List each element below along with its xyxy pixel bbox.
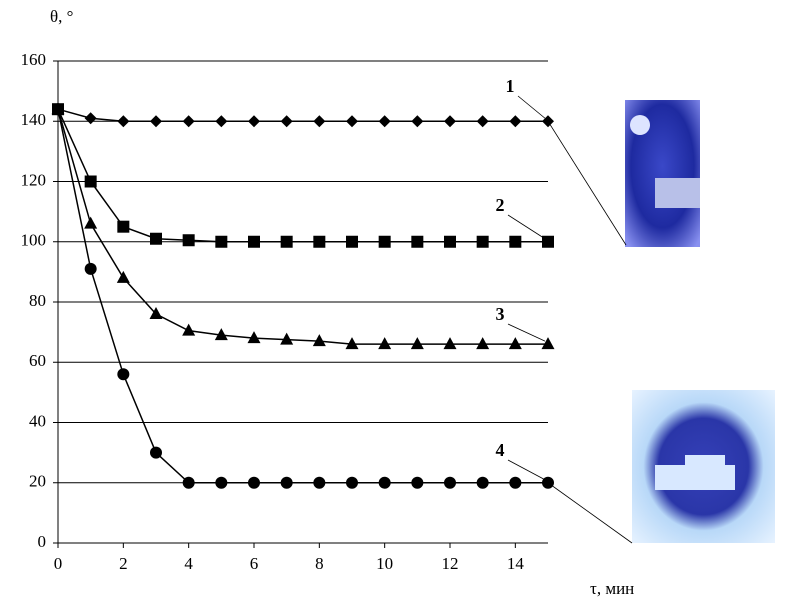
x-tick-label: 0	[54, 554, 63, 573]
marker	[84, 216, 98, 229]
series-label: 4	[496, 440, 505, 460]
y-tick-label: 40	[29, 411, 46, 430]
marker	[182, 115, 195, 128]
x-axis-label: τ, мин	[590, 579, 634, 598]
marker	[378, 476, 391, 489]
marker	[280, 332, 294, 345]
label-leader	[507, 459, 546, 481]
marker	[182, 323, 196, 336]
photo-2	[632, 390, 775, 543]
marker	[182, 234, 195, 247]
label-leader	[507, 323, 546, 342]
marker	[280, 115, 293, 128]
marker	[313, 235, 326, 248]
y-axis-label: θ, °	[50, 7, 73, 26]
marker	[149, 307, 163, 320]
marker	[378, 337, 392, 350]
marker	[378, 115, 391, 128]
photo-leader	[547, 121, 627, 246]
marker	[150, 115, 162, 128]
y-tick-label: 0	[38, 532, 47, 551]
x-tick-label: 8	[315, 554, 324, 573]
marker	[215, 235, 228, 248]
x-tick-label: 2	[119, 554, 128, 573]
photo-1	[625, 100, 700, 247]
marker	[280, 235, 293, 248]
marker	[117, 115, 130, 128]
series-line	[57, 108, 548, 345]
series-label: 2	[496, 195, 505, 215]
marker	[215, 476, 228, 489]
marker	[116, 270, 130, 283]
marker	[345, 337, 359, 350]
x-tick-label: 14	[507, 554, 525, 573]
y-tick-label: 120	[21, 170, 47, 189]
marker	[247, 331, 261, 344]
marker	[117, 220, 130, 233]
marker	[280, 476, 293, 489]
marker	[52, 103, 64, 116]
marker	[248, 476, 260, 489]
marker	[346, 235, 358, 248]
marker	[150, 446, 162, 459]
marker	[313, 115, 326, 128]
y-tick-label: 20	[29, 472, 46, 491]
marker	[84, 175, 97, 188]
marker	[444, 476, 456, 489]
series-line	[57, 109, 548, 484]
series-line	[57, 108, 548, 243]
series-label: 3	[496, 304, 505, 324]
marker	[444, 115, 456, 128]
marker	[476, 115, 489, 128]
marker	[182, 476, 195, 489]
marker	[509, 115, 522, 128]
marker	[378, 235, 391, 248]
y-tick-label: 100	[21, 231, 47, 250]
marker	[313, 476, 326, 489]
y-tick-label: 160	[21, 50, 47, 69]
marker	[84, 262, 97, 275]
marker	[476, 337, 490, 350]
marker	[248, 235, 260, 248]
x-tick-label: 12	[442, 554, 459, 573]
marker	[346, 115, 358, 128]
photo-leader	[547, 482, 633, 544]
series-label: 1	[506, 76, 515, 96]
marker	[509, 235, 522, 248]
marker	[312, 334, 326, 347]
marker	[541, 337, 555, 350]
y-tick-label: 80	[29, 291, 46, 310]
marker	[508, 337, 522, 350]
x-tick-label: 6	[250, 554, 259, 573]
marker	[215, 115, 228, 128]
y-tick-label: 140	[21, 110, 47, 129]
label-leader	[507, 214, 546, 240]
label-leader	[517, 95, 546, 119]
marker	[410, 337, 424, 350]
marker	[476, 476, 489, 489]
marker	[411, 476, 424, 489]
y-tick-label: 60	[29, 351, 46, 370]
marker	[443, 337, 457, 350]
x-tick-label: 10	[376, 554, 393, 573]
marker	[150, 232, 162, 245]
marker	[117, 368, 130, 381]
marker	[248, 115, 260, 128]
marker	[346, 476, 358, 489]
marker	[411, 235, 424, 248]
marker	[214, 328, 228, 341]
marker	[509, 476, 522, 489]
marker	[476, 235, 489, 248]
marker	[411, 115, 424, 128]
series-line	[57, 108, 548, 122]
marker	[444, 235, 456, 248]
marker	[84, 112, 97, 125]
x-tick-label: 4	[184, 554, 193, 573]
